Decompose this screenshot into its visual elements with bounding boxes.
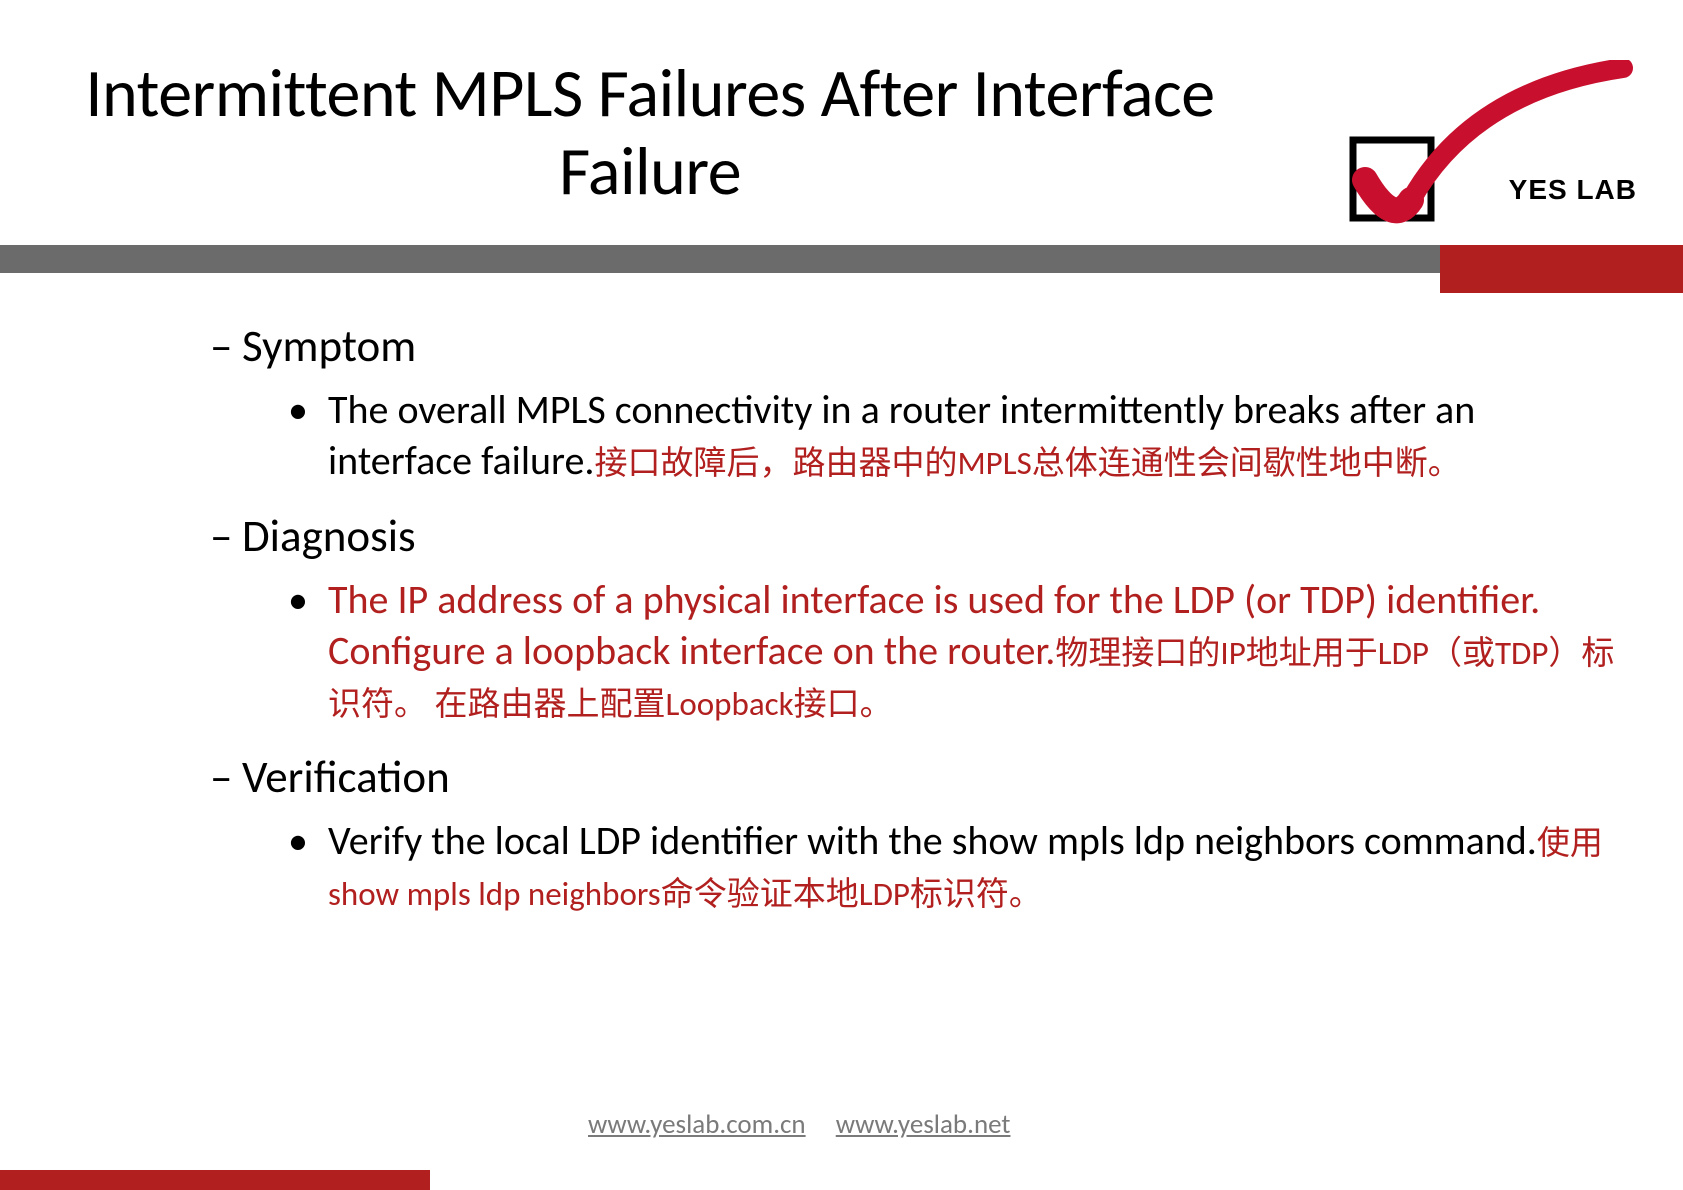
bullet-command: show mpls ldp neighbors bbox=[952, 816, 1355, 865]
section-heading-symptom: –Symptom bbox=[210, 318, 1620, 376]
heading-text: Verification bbox=[242, 750, 450, 805]
bullet-symptom: The overall MPLS connectivity in a route… bbox=[210, 384, 1620, 486]
section-heading-verification: –Verification bbox=[210, 749, 1620, 807]
footer-links: www.yeslab.com.cn www.yeslab.net bbox=[588, 1108, 1034, 1141]
bullet-english-part3: command. bbox=[1355, 816, 1537, 865]
divider-red-block bbox=[1440, 245, 1683, 293]
slide-title: Intermittent MPLS Failures After Interfa… bbox=[0, 55, 1300, 211]
footer-link-1[interactable]: www.yeslab.com.cn bbox=[588, 1108, 806, 1141]
section-heading-diagnosis: –Diagnosis bbox=[210, 508, 1620, 566]
heading-text: Symptom bbox=[242, 319, 416, 374]
bottom-red-bar bbox=[0, 1170, 430, 1190]
divider-grey-bar bbox=[0, 245, 1440, 273]
bullet-verification: Verify the local LDP identifier with the… bbox=[210, 815, 1620, 917]
slide: Intermittent MPLS Failures After Interfa… bbox=[0, 0, 1683, 1190]
content-area: –Symptom The overall MPLS connectivity i… bbox=[210, 296, 1620, 917]
logo-text: YES LAB bbox=[1509, 174, 1637, 206]
heading-text: Diagnosis bbox=[242, 509, 416, 564]
bullet-english-part1: Verify the local LDP identifier with the bbox=[328, 816, 952, 865]
logo: YES LAB bbox=[1323, 60, 1643, 240]
logo-checkmark-icon bbox=[1323, 60, 1643, 240]
footer-link-2[interactable]: www.yeslab.net bbox=[836, 1108, 1011, 1141]
bullet-diagnosis: The IP address of a physical interface i… bbox=[210, 574, 1620, 728]
bullet-chinese: 接口故障后，路由器中的MPLS总体连通性会间歇性地中断。 bbox=[594, 443, 1460, 483]
